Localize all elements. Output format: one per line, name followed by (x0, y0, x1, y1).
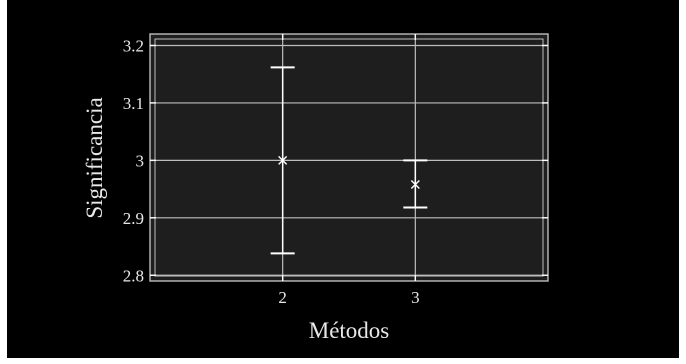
marker-stroke-b (410, 180, 420, 189)
y-tick-label: 2.9 (123, 209, 144, 228)
x-tick-label: 3 (411, 288, 420, 307)
y-axis: 2.8 2.9 3 3.1 3.2 (123, 36, 548, 285)
y-axis-title: Significancia (82, 97, 107, 218)
data-marks (270, 66, 428, 255)
plot-area (150, 34, 548, 281)
y-tick-label: 3.2 (123, 36, 144, 55)
plot-frame-inner (154, 38, 544, 277)
point-marker-1 (410, 180, 420, 189)
plot-frame-outer (149, 33, 549, 282)
marker-stroke-b (278, 155, 288, 165)
y-tick-label: 3 (136, 151, 145, 170)
point-marker-0 (278, 155, 288, 165)
x-tick-label: 2 (278, 288, 287, 307)
x-axis-title: Métodos (309, 318, 390, 343)
y-tick-label: 3.1 (123, 94, 144, 113)
y-tick-label: 2.8 (123, 266, 144, 285)
plot-frame (149, 33, 549, 282)
